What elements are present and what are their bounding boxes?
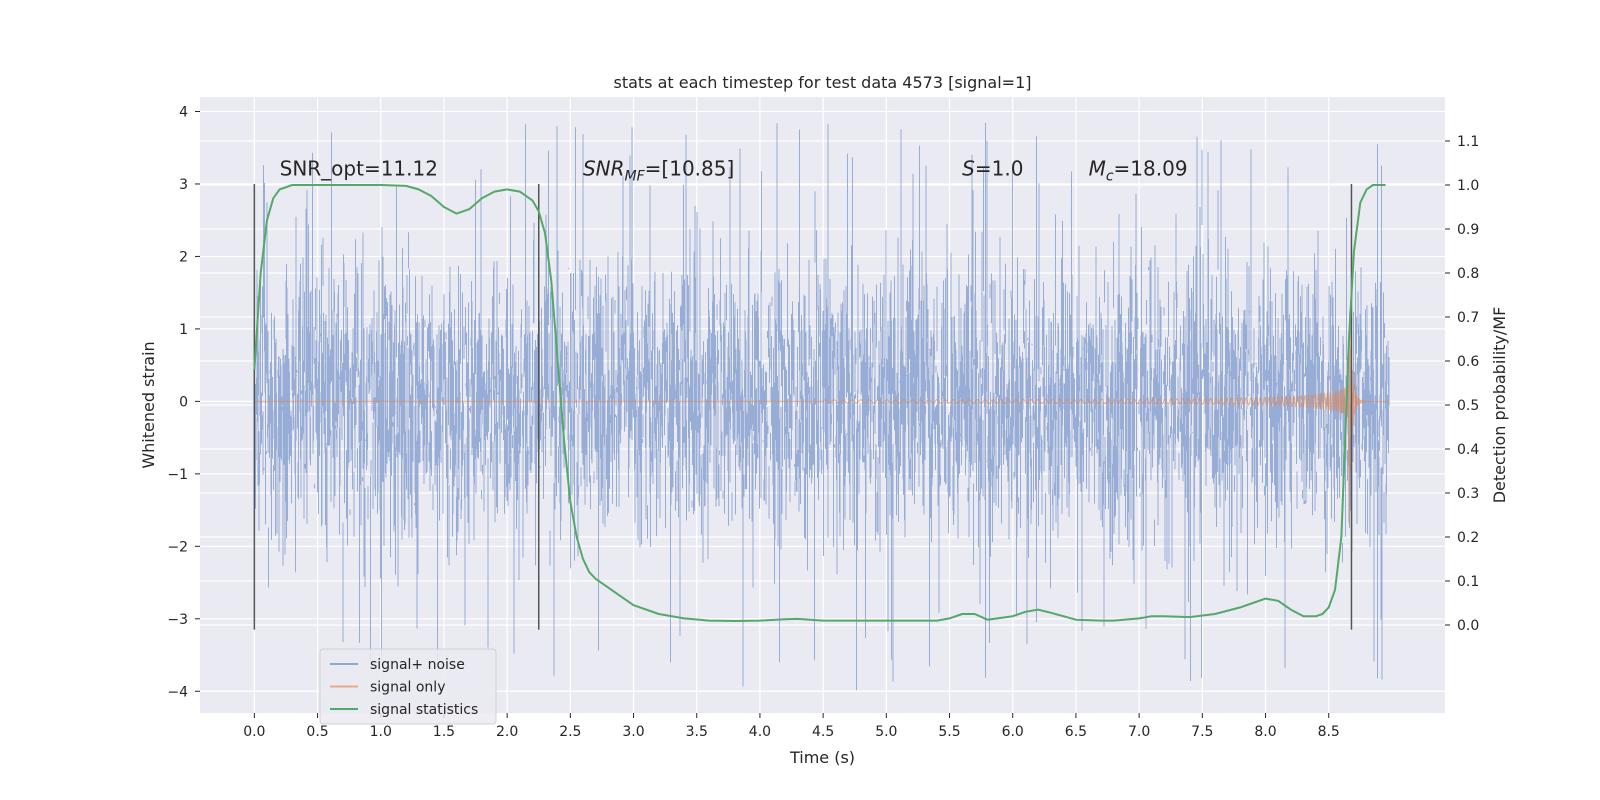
y-right-tick-label: 0.8	[1457, 266, 1479, 282]
y-right-axis-ticks: 0.0 0.1 0.2 0.3 0.4 0.5 0.6 0.7 0.8 0.9 1.0 1.1	[1445, 134, 1479, 634]
y-right-tick-label: 1.1	[1457, 134, 1479, 150]
y-left-tick-label: 4	[179, 104, 188, 120]
x-tick-label: 2.0	[496, 724, 518, 740]
x-axis-ticks: 0.0 0.5 1.0 1.5 2.0 2.5 3.0 3.5 4.0 4.5 5.0 5.5 6.0 6…	[243, 713, 1340, 740]
x-tick-label: 2.5	[559, 724, 581, 740]
x-tick-label: 8.0	[1254, 724, 1276, 740]
y-left-tick-label: 0	[179, 394, 188, 410]
legend-label: signal+ noise	[370, 657, 465, 673]
legend-label: signal only	[370, 680, 445, 696]
chart-title: stats at each timestep for test data 457…	[613, 73, 1031, 92]
x-tick-label: 7.5	[1191, 724, 1213, 740]
y-left-tick-label: 1	[179, 322, 188, 338]
x-tick-label: 0.5	[306, 724, 328, 740]
y-right-tick-label: 0.5	[1457, 398, 1479, 414]
annotation-snr-opt: SNR_opt=11.12	[280, 156, 438, 180]
y-right-tick-label: 1.0	[1457, 178, 1479, 194]
y-right-tick-label: 0.1	[1457, 574, 1479, 590]
y-right-tick-label: 0.9	[1457, 222, 1479, 238]
x-tick-label: 6.5	[1065, 724, 1087, 740]
x-tick-label: 7.0	[1128, 724, 1150, 740]
annotation-snr-mf: SNRMF=[10.85]	[583, 156, 734, 184]
annotation-s-stat: S=1.0	[962, 156, 1023, 180]
signal-statistics-line	[253, 184, 1386, 623]
y-left-tick-label: −1	[167, 467, 188, 483]
x-tick-label: 0.0	[243, 724, 265, 740]
x-tick-label: 3.0	[622, 724, 644, 740]
x-tick-label: 1.5	[433, 724, 455, 740]
series-signal-statistics	[253, 184, 1386, 623]
y-left-tick-label: −3	[167, 612, 188, 628]
legend-box	[319, 648, 497, 725]
y-left-tick-label: 3	[179, 177, 188, 193]
y-right-tick-label: 0.7	[1457, 310, 1479, 326]
y-left-axis-ticks: −4 −3 −2 −1 0 1 2 3 4	[167, 104, 200, 700]
annotation-chirp-mass: Mc=18.09	[1089, 156, 1188, 184]
legend: signal+ noise signal only signal statistic…	[319, 648, 497, 725]
x-tick-label: 1.0	[370, 724, 392, 740]
signal-only-chirp	[822, 310, 1390, 524]
y-right-tick-label: 0.3	[1457, 486, 1479, 502]
y-left-tick-label: −4	[167, 684, 188, 700]
x-tick-label: 4.0	[749, 724, 771, 740]
y-right-tick-label: 0.0	[1457, 618, 1479, 634]
x-axis-label: Time (s)	[789, 748, 855, 767]
y-right-tick-label: 0.2	[1457, 530, 1479, 546]
legend-label: signal statistics	[370, 702, 478, 718]
x-tick-label: 8.5	[1318, 724, 1340, 740]
x-tick-label: 6.0	[1002, 724, 1024, 740]
x-tick-label: 5.5	[938, 724, 960, 740]
x-tick-label: 3.5	[686, 724, 708, 740]
x-tick-label: 5.0	[875, 724, 897, 740]
y-axis-right-label: Detection probability/MF	[1490, 307, 1509, 504]
vertical-markers	[253, 183, 1353, 630]
y-left-tick-label: −2	[167, 539, 188, 555]
annotations: SNR_opt=11.12 SNRMF=[10.85] S=1.0 Mc=18.09	[280, 156, 1188, 184]
y-right-tick-label: 0.6	[1457, 354, 1479, 370]
y-right-tick-label: 0.4	[1457, 442, 1479, 458]
x-tick-label: 4.5	[812, 724, 834, 740]
y-axis-left-label: Whitened strain	[139, 341, 158, 468]
y-left-tick-label: 2	[179, 249, 188, 265]
